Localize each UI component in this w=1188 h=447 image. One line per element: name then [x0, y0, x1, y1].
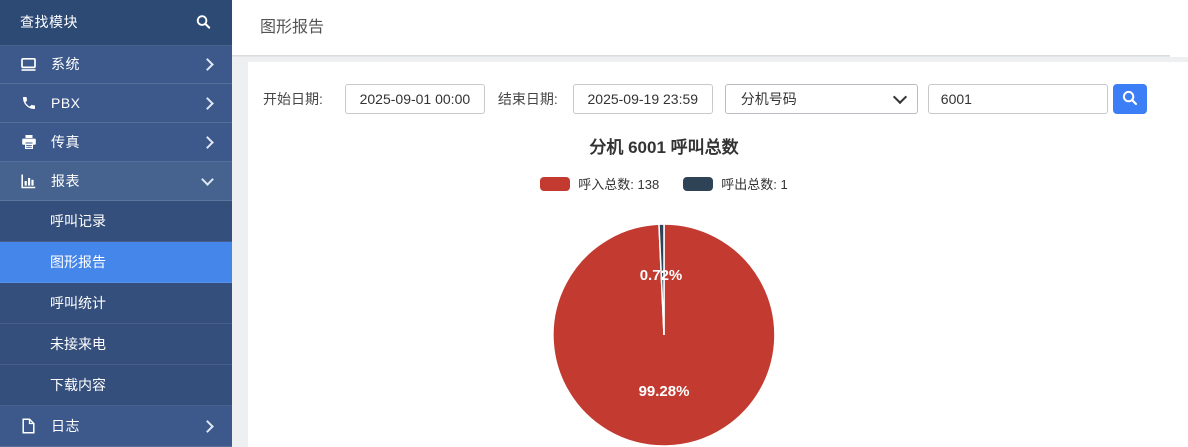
legend-swatch-outbound: [683, 176, 714, 191]
sidebar-search-module[interactable]: 查找模块: [0, 0, 232, 46]
search-icon: [1121, 89, 1139, 110]
sidebar-item-label: PBX: [51, 95, 81, 112]
report-card: 开始日期: 结束日期: 分机号码 分机 6001 呼叫总数: [248, 62, 1188, 447]
chevron-right-icon: [201, 419, 214, 433]
page-title: 图形报告: [260, 19, 325, 36]
sidebar-item-label: 日志: [51, 418, 80, 434]
sidebar-item-system[interactable]: 系统: [0, 46, 232, 85]
sidebar-item-call-records[interactable]: 呼叫记录: [0, 201, 232, 242]
search-module-label: 查找模块: [20, 14, 78, 31]
document-icon: [20, 418, 37, 435]
sidebar-item-reports[interactable]: 报表: [0, 162, 232, 201]
sidebar-item-logs[interactable]: 日志: [0, 406, 232, 447]
sidebar-item-label: 系统: [51, 56, 80, 73]
pie-svg: [552, 223, 776, 447]
sidebar-item-fax[interactable]: 传真: [0, 123, 232, 163]
chevron-right-icon: [201, 58, 214, 71]
sidebar-subitem-label: 呼叫记录: [50, 213, 106, 229]
start-date-label: 开始日期:: [263, 91, 323, 107]
sidebar-item-downloads[interactable]: 下载内容: [0, 365, 232, 406]
search-type-value: 分机号码: [740, 91, 797, 107]
chevron-right-icon: [201, 96, 214, 110]
end-date-input[interactable]: [572, 84, 713, 114]
sidebar-subitem-label: 未接来电: [50, 336, 106, 352]
phone-icon: [20, 95, 37, 112]
sidebar-subitem-label: 图形报告: [50, 254, 106, 270]
legend-item-outbound[interactable]: 呼出总数: 1: [683, 174, 788, 193]
pie-label-inbound-percent: 99.28%: [638, 383, 690, 400]
sidebar: 查找模块 系统 PBX 传真 报表 呼叫记录: [0, 0, 232, 447]
sidebar-item-missed-calls[interactable]: 未接来电: [0, 324, 232, 365]
search-icon[interactable]: [195, 14, 212, 31]
legend-label: 呼入总数: 138: [578, 177, 660, 192]
sidebar-subitem-label: 呼叫统计: [50, 295, 106, 311]
legend-item-inbound[interactable]: 呼入总数: 138: [540, 174, 659, 193]
monitor-icon: [20, 56, 37, 73]
sidebar-item-pbx[interactable]: PBX: [0, 84, 232, 124]
pie-chart[interactable]: 0.72% 99.28%: [552, 223, 776, 447]
content-area: 开始日期: 结束日期: 分机号码 分机 6001 呼叫总数: [232, 57, 1188, 447]
sidebar-item-label: 传真: [51, 134, 80, 151]
search-button[interactable]: [1112, 84, 1147, 114]
chart-title: 分机 6001 呼叫总数: [589, 138, 739, 157]
search-type-select[interactable]: 分机号码: [724, 84, 918, 114]
start-date-input[interactable]: [344, 84, 485, 114]
sidebar-item-label: 报表: [51, 173, 80, 190]
bar-chart-icon: [20, 173, 37, 190]
sidebar-item-call-statistics[interactable]: 呼叫统计: [0, 283, 232, 324]
legend-label: 呼出总数: 1: [721, 177, 788, 192]
main-area: 图形报告 开始日期: 结束日期: 分机号码: [232, 0, 1188, 447]
extension-number-input[interactable]: [927, 84, 1108, 114]
select-chevron-down-icon: [892, 89, 907, 105]
page-header: 图形报告: [232, 0, 1188, 57]
sidebar-subitem-label: 下载内容: [50, 377, 106, 393]
chart-area: 分机 6001 呼叫总数 呼入总数: 138 呼出总数: 1 0.72% 99.…: [248, 133, 1080, 447]
chevron-right-icon: [201, 135, 214, 149]
chevron-down-icon: [201, 173, 214, 186]
pie-label-outbound-percent: 0.72%: [639, 267, 683, 284]
fax-printer-icon: [20, 134, 37, 151]
filter-bar: 开始日期: 结束日期: 分机号码: [248, 84, 1188, 114]
end-date-label: 结束日期:: [497, 91, 558, 107]
sidebar-item-graph-reports[interactable]: 图形报告: [0, 242, 232, 283]
chart-legend: 呼入总数: 138 呼出总数: 1: [248, 174, 1080, 193]
reports-submenu: 呼叫记录 图形报告 呼叫统计 未接来电 下载内容: [0, 201, 232, 406]
legend-swatch-inbound: [540, 176, 571, 191]
